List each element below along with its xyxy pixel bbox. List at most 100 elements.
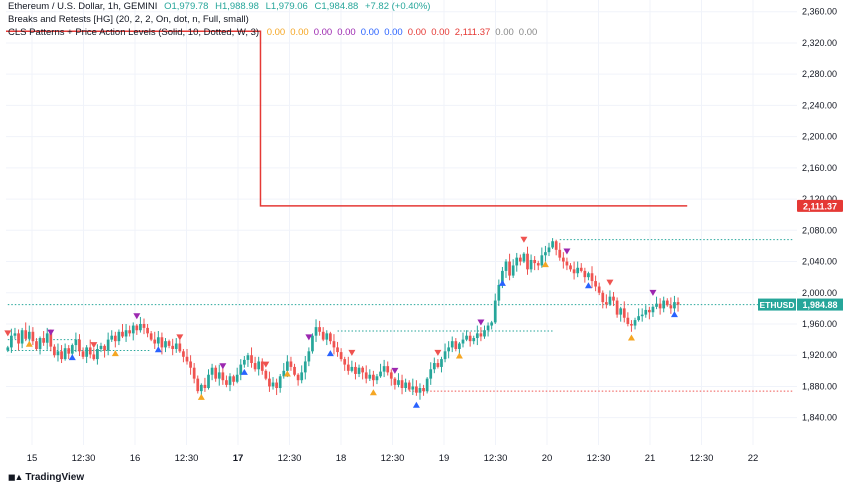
- candle-body: [508, 261, 511, 276]
- x-tick-label: 21: [645, 453, 656, 464]
- candle-body: [597, 286, 601, 293]
- candle-body: [475, 333, 479, 339]
- candle-body: [561, 257, 565, 262]
- candle-body: [490, 322, 494, 326]
- candle-body: [339, 352, 343, 360]
- candle-body: [27, 331, 31, 339]
- candle-body: [6, 347, 10, 351]
- y-tick-label: 1,840.00: [802, 413, 837, 423]
- candle-body: [608, 296, 612, 305]
- candle-body: [382, 366, 386, 372]
- candle-body: [389, 372, 393, 379]
- candle-body: [587, 273, 590, 278]
- candle-body: [465, 335, 468, 340]
- signal-triangle: [541, 261, 549, 268]
- candle-body: [504, 261, 508, 271]
- open-value: O1,979.78: [164, 1, 209, 12]
- candle-body: [117, 331, 121, 342]
- candle-body: [38, 338, 42, 349]
- y-tick-label: 2,160.00: [802, 163, 837, 173]
- candle-body: [185, 356, 189, 362]
- candle-body: [526, 253, 529, 270]
- candle-body: [357, 367, 361, 374]
- candle-body: [332, 341, 336, 348]
- x-tick-label: 16: [130, 453, 141, 464]
- candle-body: [633, 320, 637, 326]
- signal-triangle: [477, 319, 485, 326]
- candle-body: [314, 327, 318, 336]
- dotted-levels: [7, 239, 793, 392]
- candle-body: [415, 386, 418, 393]
- candle-body: [669, 305, 673, 309]
- y-tick-label: 2,360.00: [802, 7, 837, 17]
- candle-body: [368, 374, 372, 379]
- candle-body: [640, 314, 644, 317]
- candle-body: [96, 348, 99, 360]
- candle-body: [106, 339, 110, 351]
- low-value: L1,979.06: [265, 1, 308, 12]
- indicator-cls-patterns[interactable]: CLS Patterns + Price Action Levels (Soli…: [8, 26, 537, 39]
- high-value: H1,988.98: [215, 1, 259, 12]
- candle-body: [121, 331, 124, 337]
- y-tick-label: 1,960.00: [802, 319, 837, 329]
- signal-triangle: [305, 334, 313, 341]
- candle-body: [551, 241, 554, 248]
- candle-body: [228, 376, 232, 385]
- last-price-label: 1,984.88: [802, 300, 837, 310]
- candle-body: [511, 265, 515, 276]
- candle-body: [142, 323, 146, 328]
- candle-body: [67, 348, 71, 354]
- signal-triangle: [197, 393, 205, 400]
- candle-body: [78, 339, 81, 352]
- indicator-name: CLS Patterns + Price Action Levels (Soli…: [8, 27, 260, 38]
- candle-body: [81, 351, 85, 357]
- candle-body: [235, 374, 239, 382]
- candle-body: [156, 337, 160, 344]
- candle-body: [594, 281, 597, 287]
- candle-body: [103, 345, 106, 351]
- candle-body: [203, 384, 207, 389]
- signal-triangle: [154, 346, 162, 353]
- candle-body: [662, 300, 666, 309]
- indicator-value: 0.00: [495, 27, 514, 38]
- candle-body: [264, 370, 268, 379]
- candle-body: [379, 371, 382, 377]
- signal-markers: [4, 236, 678, 408]
- candle-body: [24, 330, 28, 339]
- candle-body: [518, 257, 522, 262]
- candle-body: [350, 366, 354, 371]
- signal-triangle: [25, 340, 33, 347]
- candle-body: [178, 343, 182, 352]
- candle-body: [318, 327, 321, 332]
- signal-triangle: [412, 401, 420, 408]
- candle-body: [182, 351, 185, 357]
- candle-body: [422, 388, 425, 392]
- candle-body: [447, 347, 451, 352]
- indicator-value: 0.00: [384, 27, 403, 38]
- candle-body: [619, 308, 623, 315]
- level-line: [6, 30, 688, 207]
- signal-triangle: [90, 342, 98, 349]
- candle-body: [432, 363, 436, 370]
- candle-body: [497, 284, 501, 301]
- tradingview-logo: ◼▲ TradingView: [8, 472, 84, 483]
- candle-body: [171, 345, 175, 349]
- x-tick-label: 12:30: [690, 453, 714, 464]
- candle-body: [289, 361, 293, 367]
- candle-body: [569, 265, 572, 270]
- candle-body: [293, 366, 296, 375]
- time-axis: 15 12:30 16 12:30 17 12:30 18 12:30 19 12:30 20 12:…: [27, 453, 759, 464]
- candle-body: [544, 252, 547, 256]
- candle-body: [99, 345, 103, 349]
- y-tick-label: 2,240.00: [802, 100, 837, 110]
- candle-body: [515, 257, 519, 266]
- candle-body: [56, 351, 60, 356]
- candle-body: [418, 388, 422, 393]
- candle-body: [425, 378, 429, 392]
- last-price-tag: [797, 298, 843, 311]
- x-tick-label: 18: [336, 453, 347, 464]
- candle-body: [303, 361, 307, 373]
- indicator-breaks-retests[interactable]: Breaks and Retests [HG] (20, 2, 2, On, d…: [8, 13, 537, 26]
- candle-body: [311, 335, 314, 352]
